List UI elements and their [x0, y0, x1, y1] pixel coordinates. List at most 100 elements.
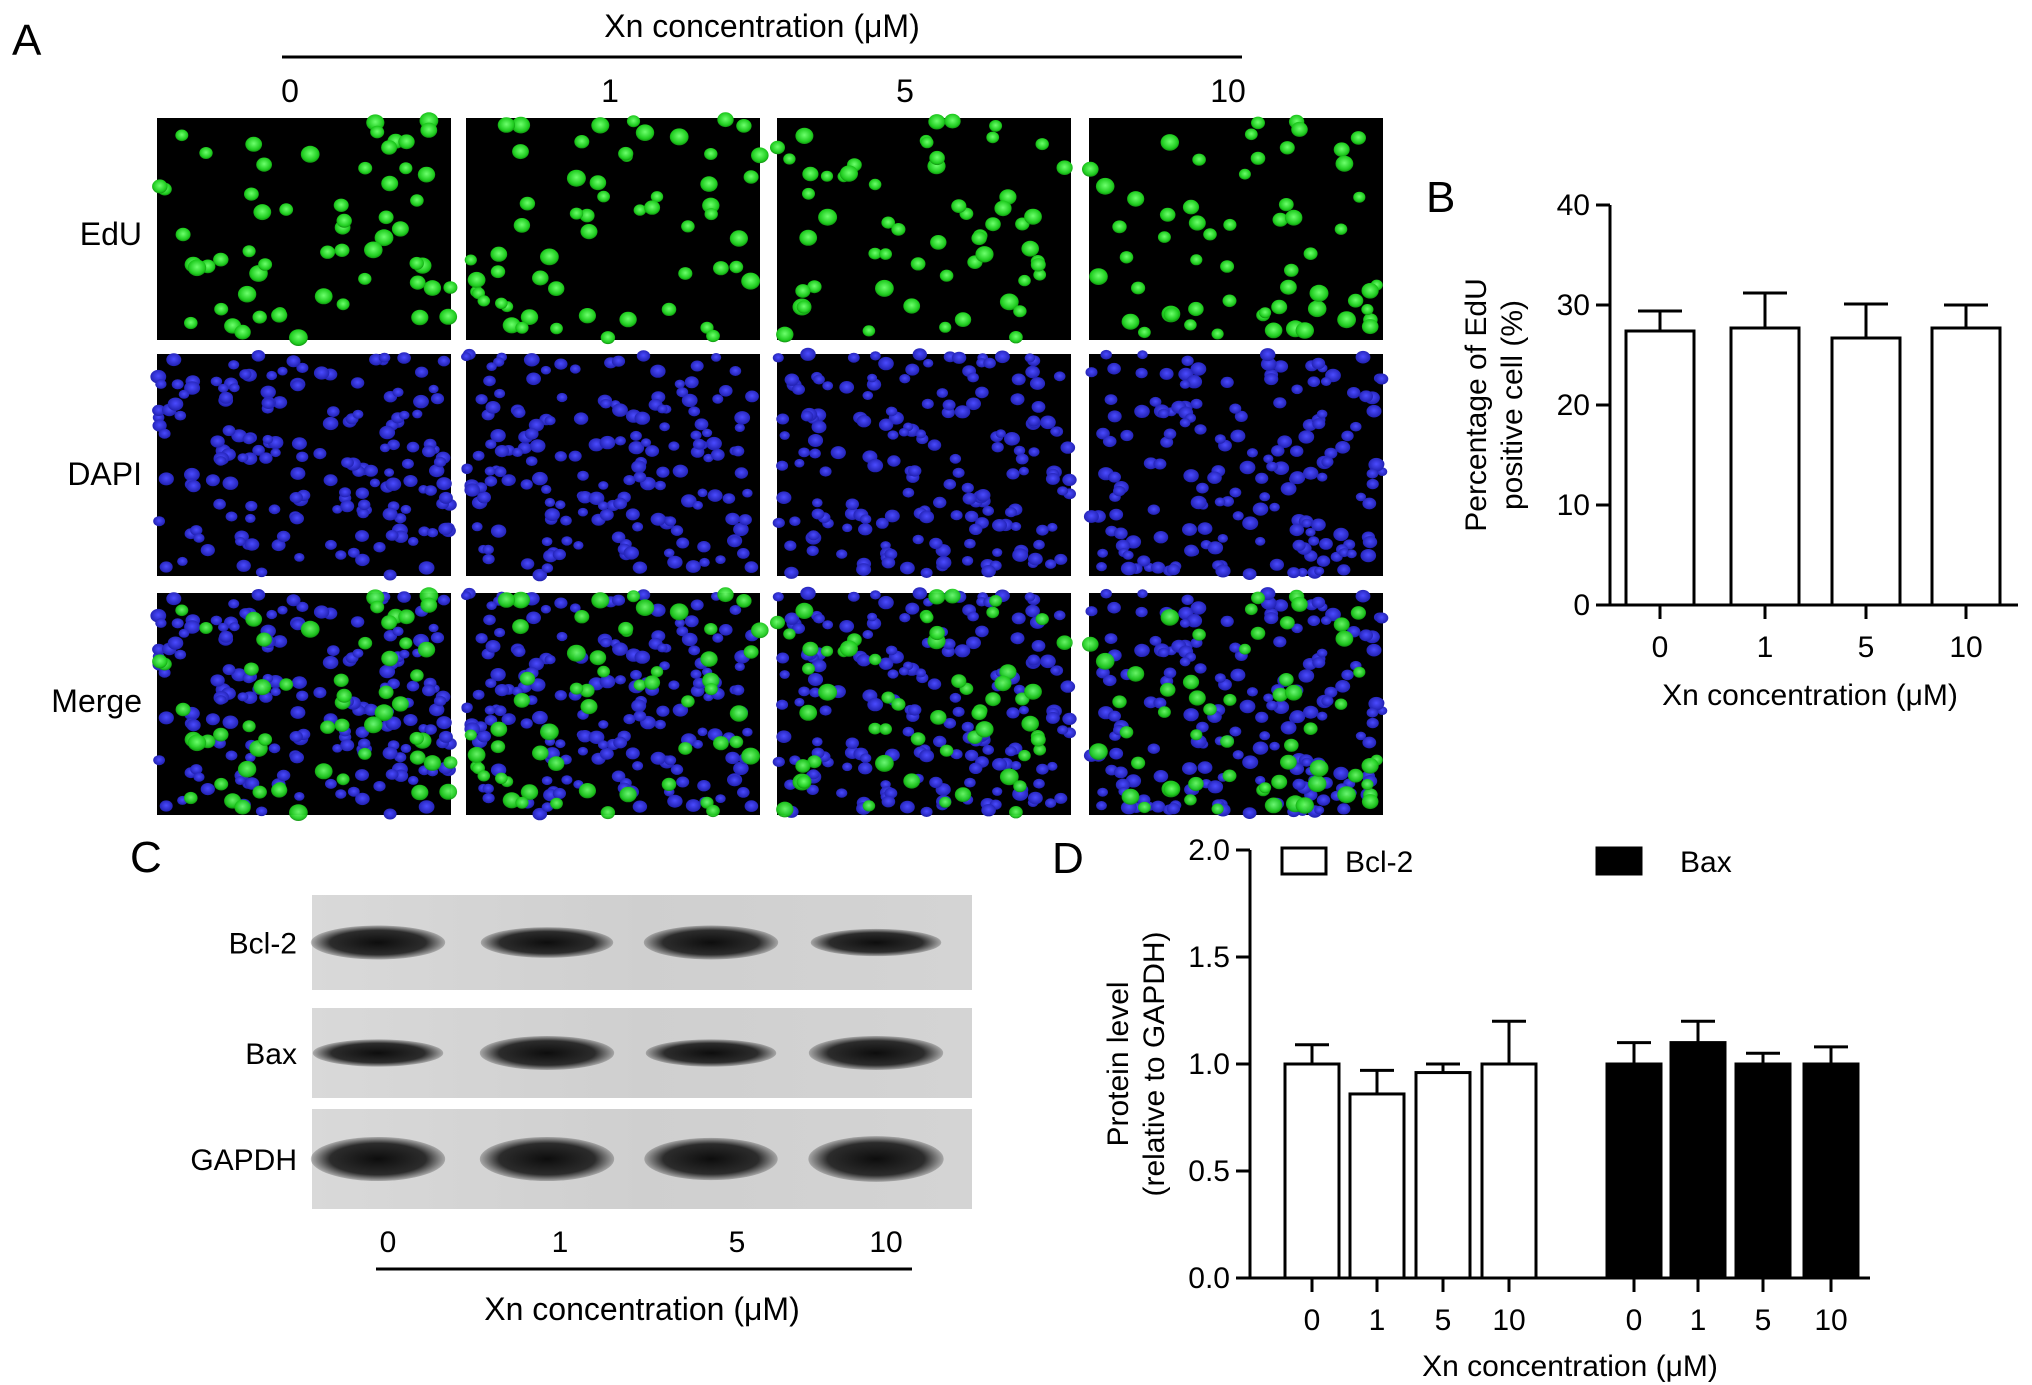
dapi-nucleus: [1341, 669, 1354, 681]
dapi-nucleus: [406, 680, 420, 692]
dapi-nucleus: [964, 538, 976, 549]
dapi-nucleus: [286, 594, 301, 607]
dapi-nucleus: [1347, 387, 1361, 399]
dapi-nucleus: [737, 548, 750, 559]
edu-nucleus: [333, 673, 349, 687]
dapi-nucleus: [1324, 447, 1338, 459]
dapi-nucleus: [611, 770, 626, 783]
dapi-nucleus: [800, 586, 816, 600]
dapi-nucleus: [881, 795, 896, 808]
edu-nucleus: [336, 773, 350, 786]
dapi-nucleus: [719, 624, 733, 636]
dapi-nucleus: [992, 548, 1003, 557]
edu-nucleus: [1211, 328, 1224, 340]
dapi-nucleus: [623, 475, 636, 486]
dapi-nucleus: [210, 435, 225, 448]
dapi-nucleus: [1234, 410, 1248, 422]
dapi-nucleus: [966, 397, 981, 411]
dapi-nucleus: [461, 591, 472, 601]
edu-nucleus: [1131, 756, 1146, 770]
dapi-nucleus: [290, 751, 304, 764]
dapi-nucleus: [152, 643, 166, 656]
dapi-nucleus: [688, 645, 701, 656]
dapi-nucleus: [962, 492, 977, 505]
edu-nucleus: [381, 175, 399, 192]
dapi-nucleus: [1102, 674, 1117, 687]
micrograph-tile: [772, 347, 1077, 579]
edu-nucleus: [1291, 121, 1308, 137]
dapi-nucleus: [663, 548, 675, 558]
edu-nucleus: [1350, 606, 1366, 620]
edu-nucleus: [644, 200, 661, 215]
dapi-nucleus: [1113, 766, 1128, 779]
western-blot: Bcl-2 Bax GAPDH 0 1 5 10: [190, 895, 972, 1259]
dapi-nucleus: [1102, 435, 1117, 448]
edu-nucleus: [820, 170, 834, 182]
dapi-nucleus: [532, 710, 548, 725]
dapi-nucleus: [1005, 746, 1017, 757]
edu-nucleus: [320, 245, 336, 259]
dapi-nucleus: [905, 602, 920, 615]
dapi-nucleus: [992, 758, 1007, 771]
dapi-nucleus: [291, 437, 307, 450]
dapi-nucleus: [1040, 415, 1056, 430]
edu-nucleus: [706, 804, 720, 818]
dapi-nucleus: [573, 541, 584, 550]
dapi-nucleus: [599, 674, 616, 689]
dapi-nucleus: [245, 500, 258, 512]
edu-nucleus: [783, 153, 796, 165]
dapi-nucleus: [1255, 775, 1266, 785]
dapi-nucleus: [1366, 717, 1379, 729]
dapi-nucleus: [225, 750, 238, 761]
dapi-nucleus: [703, 453, 714, 463]
dapi-nucleus: [845, 737, 859, 749]
dapi-nucleus: [1197, 761, 1213, 774]
dapi-nucleus: [657, 643, 668, 653]
dapi-nucleus: [186, 480, 201, 493]
dapi-nucleus: [272, 635, 288, 648]
y-tick-label: 10: [1557, 489, 1590, 522]
dapi-nucleus: [650, 512, 666, 526]
edu-nucleus: [1018, 749, 1031, 762]
bar: [1669, 1041, 1727, 1280]
dapi-nucleus: [908, 465, 922, 477]
dapi-nucleus: [290, 706, 306, 719]
dapi-nucleus: [819, 705, 832, 716]
dapi-nucleus: [1015, 453, 1029, 465]
dapi-nucleus: [744, 561, 759, 573]
dapi-nucleus: [776, 730, 792, 743]
micrograph-tile: [1083, 348, 1389, 580]
dapi-nucleus: [645, 445, 660, 457]
dapi-nucleus: [1273, 360, 1289, 373]
dapi-nucleus: [900, 800, 915, 814]
dapi-nucleus: [222, 715, 239, 729]
dapi-nucleus: [523, 353, 540, 367]
edu-nucleus: [1250, 626, 1266, 640]
dapi-nucleus: [569, 364, 581, 374]
dapi-nucleus: [1303, 466, 1319, 480]
dapi-nucleus: [541, 776, 553, 786]
panel-a-row-label: EdU: [80, 216, 142, 252]
dapi-nucleus: [186, 719, 201, 732]
edu-nucleus: [802, 662, 815, 675]
dapi-nucleus: [494, 466, 507, 478]
edu-nucleus: [1184, 319, 1197, 331]
dapi-nucleus: [685, 799, 701, 812]
dapi-nucleus: [1190, 601, 1207, 615]
dapi-nucleus: [577, 746, 589, 756]
dapi-nucleus: [373, 542, 386, 553]
panel-a-column-labels: 0 1 5 10: [281, 73, 1246, 109]
edu-nucleus: [579, 208, 595, 223]
dapi-nucleus: [860, 514, 872, 524]
dapi-nucleus: [867, 458, 884, 473]
dapi-nucleus: [981, 565, 996, 578]
edu-nucleus: [358, 272, 372, 285]
edu-nucleus: [1284, 738, 1299, 752]
dapi-nucleus: [555, 739, 566, 749]
dapi-nucleus: [1291, 384, 1303, 395]
dapi-nucleus: [1298, 669, 1315, 683]
dapi-nucleus: [332, 505, 343, 514]
dapi-nucleus: [1060, 680, 1076, 693]
edu-nucleus: [1182, 674, 1200, 690]
